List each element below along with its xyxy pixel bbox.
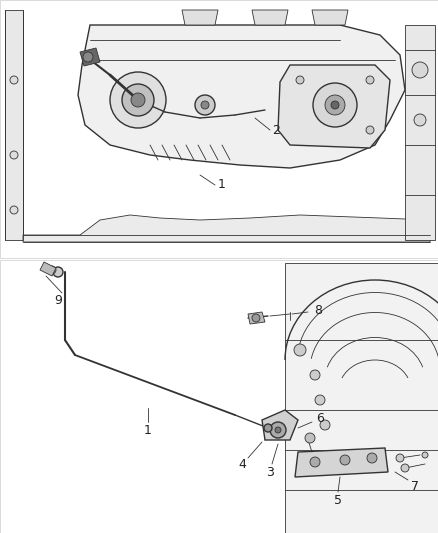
- Circle shape: [325, 95, 345, 115]
- Circle shape: [296, 76, 304, 84]
- Circle shape: [310, 370, 320, 380]
- Circle shape: [313, 83, 357, 127]
- Circle shape: [53, 267, 63, 277]
- Circle shape: [414, 114, 426, 126]
- Circle shape: [10, 151, 18, 159]
- Circle shape: [320, 420, 330, 430]
- Circle shape: [10, 76, 18, 84]
- Circle shape: [305, 433, 315, 443]
- Text: 4: 4: [238, 458, 246, 472]
- Polygon shape: [405, 25, 435, 240]
- Bar: [0, 0, 438, 258]
- Polygon shape: [278, 65, 390, 148]
- Circle shape: [10, 206, 18, 214]
- Circle shape: [264, 424, 272, 432]
- Bar: [5, 10, 23, 240]
- Circle shape: [48, 266, 56, 274]
- Text: 1: 1: [144, 424, 152, 437]
- Polygon shape: [252, 10, 288, 25]
- Text: 7: 7: [411, 480, 419, 492]
- Text: 2: 2: [272, 124, 280, 136]
- Circle shape: [401, 464, 409, 472]
- Text: 9: 9: [54, 294, 62, 306]
- Polygon shape: [262, 410, 298, 440]
- Circle shape: [275, 427, 281, 433]
- Circle shape: [367, 453, 377, 463]
- Circle shape: [122, 84, 154, 116]
- Circle shape: [422, 452, 428, 458]
- Circle shape: [310, 457, 320, 467]
- Polygon shape: [23, 215, 430, 242]
- Text: 6: 6: [316, 411, 324, 424]
- Circle shape: [331, 101, 339, 109]
- Polygon shape: [80, 48, 100, 66]
- Text: 1: 1: [218, 179, 226, 191]
- Polygon shape: [40, 262, 56, 276]
- Circle shape: [340, 455, 350, 465]
- Circle shape: [131, 93, 145, 107]
- Text: 3: 3: [266, 466, 274, 480]
- Circle shape: [366, 76, 374, 84]
- Polygon shape: [285, 263, 438, 533]
- Circle shape: [270, 422, 286, 438]
- Text: 5: 5: [334, 494, 342, 506]
- Circle shape: [315, 395, 325, 405]
- Circle shape: [195, 95, 215, 115]
- Circle shape: [252, 314, 260, 322]
- Circle shape: [201, 101, 209, 109]
- Circle shape: [110, 72, 166, 128]
- Circle shape: [366, 126, 374, 134]
- Polygon shape: [295, 448, 388, 477]
- Circle shape: [83, 52, 93, 62]
- Bar: [0, 260, 438, 533]
- Text: 8: 8: [314, 303, 322, 317]
- Polygon shape: [312, 10, 348, 25]
- Polygon shape: [248, 312, 265, 324]
- Circle shape: [294, 344, 306, 356]
- Polygon shape: [182, 10, 218, 25]
- Polygon shape: [78, 25, 405, 168]
- Circle shape: [396, 454, 404, 462]
- Circle shape: [412, 62, 428, 78]
